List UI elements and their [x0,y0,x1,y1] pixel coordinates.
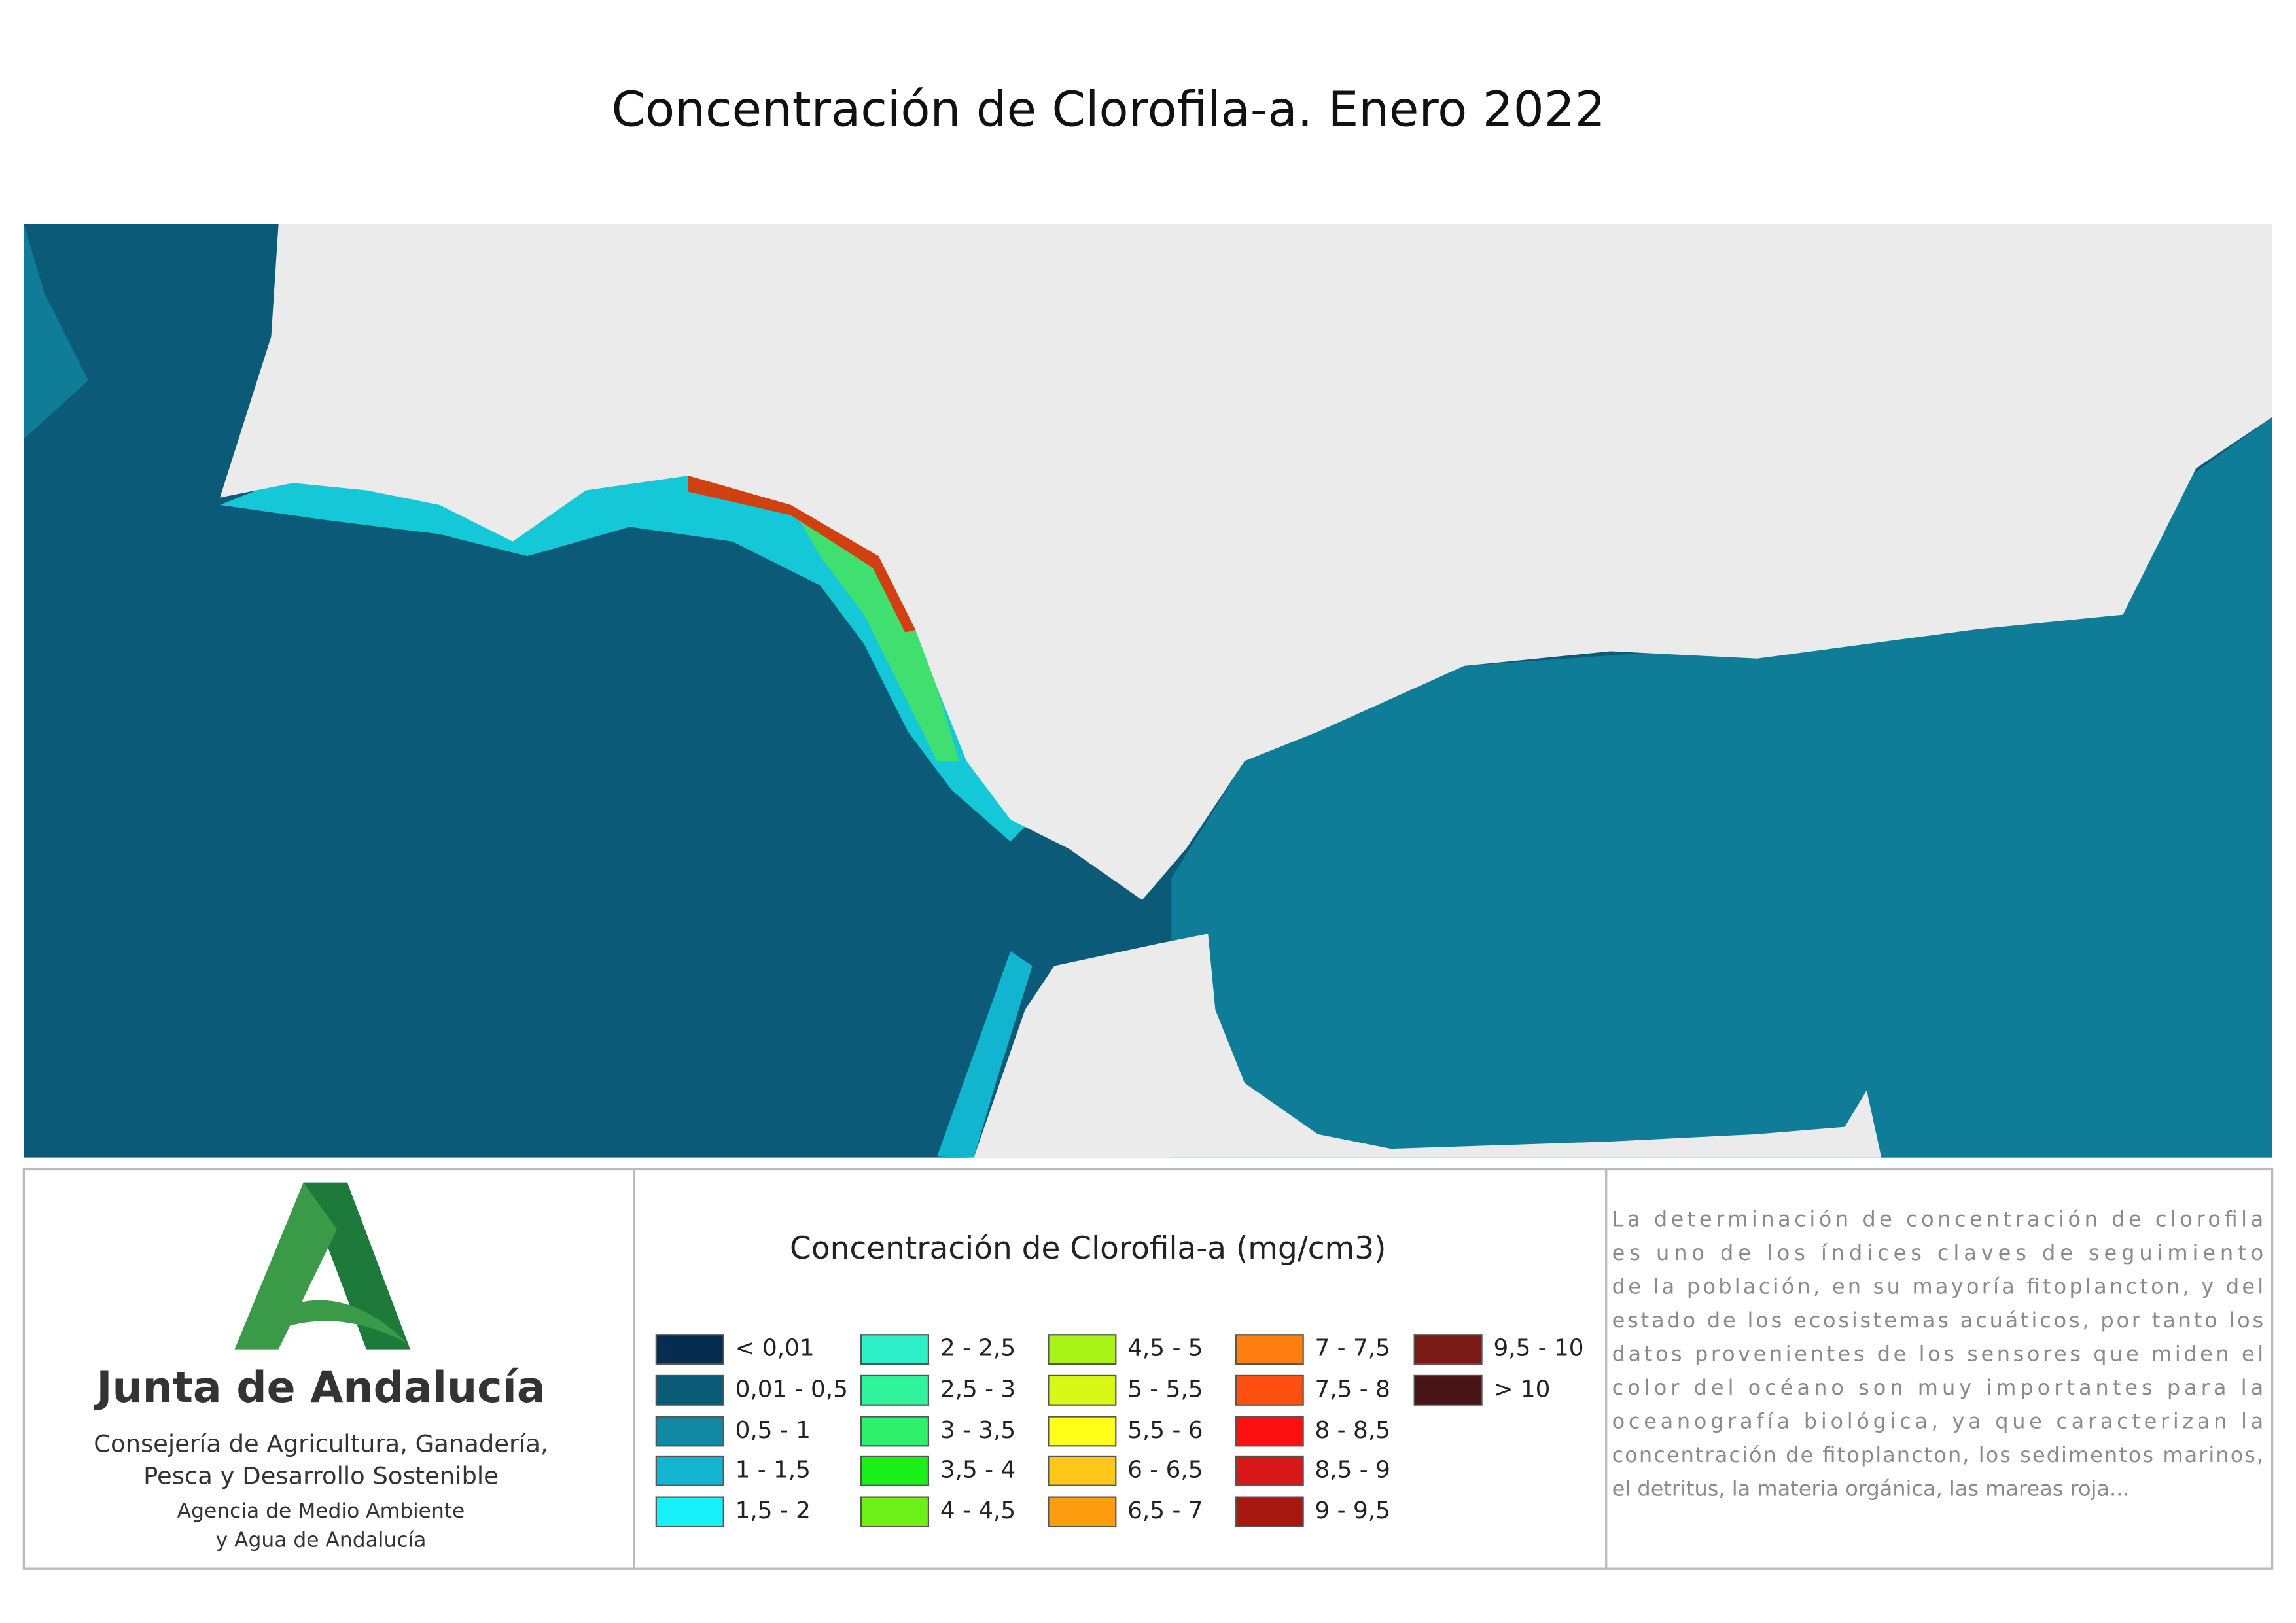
department: Pesca y Desarrollo Sostenible [143,1461,499,1490]
legend-swatch [1235,1455,1304,1486]
legend-label: 2 - 2,5 [940,1335,1016,1362]
legend-label: 9 - 9,5 [1315,1497,1390,1524]
logo-name: Junta de Andalucía [94,1363,545,1412]
title: Concentración de Clorofila-a. Enero 2022 [612,81,1606,137]
legend-swatch [860,1374,930,1406]
legend-label: 6,5 - 7 [1127,1497,1203,1524]
description: La determinación de concentración de clo… [1612,1207,2264,1501]
legend-swatch [1235,1416,1304,1447]
legend-label: 1,5 - 2 [735,1497,811,1524]
legend-label: 5,5 - 6 [1127,1417,1203,1444]
legend-swatch [860,1496,930,1527]
legend-label: 3,5 - 4 [940,1456,1016,1483]
legend-label: 0,5 - 1 [735,1417,811,1444]
legend-label: 3 - 3,5 [940,1417,1016,1444]
legend-label: 7 - 7,5 [1315,1335,1390,1362]
legend: < 0,01 0,01 - 0,5 0,5 - 1 1 - 1,5 1,5 - 2 2 -… [655,1334,1584,1527]
legend-label: 1 - 1,5 [735,1456,811,1483]
description-line: concentración de fitoplancton, los sedim… [1612,1442,2264,1467]
legend-swatch [655,1496,724,1527]
department: Consejería de Agricultura, Ganadería, [94,1429,548,1457]
description-line: La determinación de concentración de clo… [1612,1207,2264,1232]
legend-swatch [1235,1496,1304,1527]
legend-swatch [655,1374,724,1406]
legend-label: 4 - 4,5 [940,1497,1016,1524]
description-line: estado de los ecosistemas acuáticos, por… [1612,1308,2264,1333]
legend-swatch [1235,1374,1304,1406]
agency: y Agua de Andalucía [216,1529,427,1552]
legend-label: 7,5 - 8 [1315,1376,1390,1403]
legend-swatch [1048,1496,1117,1527]
logo: Junta de Andalucía Consejería de Agricul… [94,1182,548,1552]
agency: Agencia de Medio Ambiente [177,1499,465,1523]
legend-label: 8,5 - 9 [1315,1456,1390,1483]
legend-swatch [860,1416,930,1447]
legend-label: 0,01 - 0,5 [735,1376,848,1403]
legend-swatch [1048,1374,1117,1406]
map [24,224,2272,1158]
description-line: oceanografía biológica, ya que caracteri… [1612,1408,2264,1433]
legend-swatch [655,1334,724,1365]
legend-swatch [860,1455,930,1486]
legend-label: 9,5 - 10 [1493,1335,1583,1362]
legend-swatch [1235,1334,1304,1365]
legend-label: 4,5 - 5 [1127,1335,1203,1362]
legend-swatch [655,1455,724,1486]
legend-swatch [1048,1334,1117,1365]
info-panel [22,1168,2274,1570]
legend-swatch [1048,1416,1117,1447]
legend-swatch [860,1334,930,1365]
legend-swatch [655,1416,724,1447]
description-line: color del océano son muy importantes par… [1612,1375,2264,1400]
legend-swatch [1413,1334,1483,1365]
legend-label: 2,5 - 3 [940,1376,1016,1403]
legend-label: < 0,01 [735,1335,815,1362]
description-line: de la población, en su mayoría fitoplanc… [1612,1274,2264,1299]
legend-label: 5 - 5,5 [1127,1376,1203,1403]
legend-swatch [1413,1374,1483,1406]
legend-label: 8 - 8,5 [1315,1417,1390,1444]
legend-swatch [1048,1455,1117,1486]
legend-title: Concentración de Clorofila-a (mg/cm3) [790,1230,1386,1266]
legend-label: > 10 [1493,1376,1550,1403]
description-line: es uno de los índices claves de seguimie… [1612,1240,2264,1265]
description-line: el detritus, la materia orgánica, las ma… [1612,1476,2130,1501]
description-line: datos provenientes de los sensores que m… [1612,1342,2264,1367]
legend-label: 6 - 6,5 [1127,1456,1203,1483]
